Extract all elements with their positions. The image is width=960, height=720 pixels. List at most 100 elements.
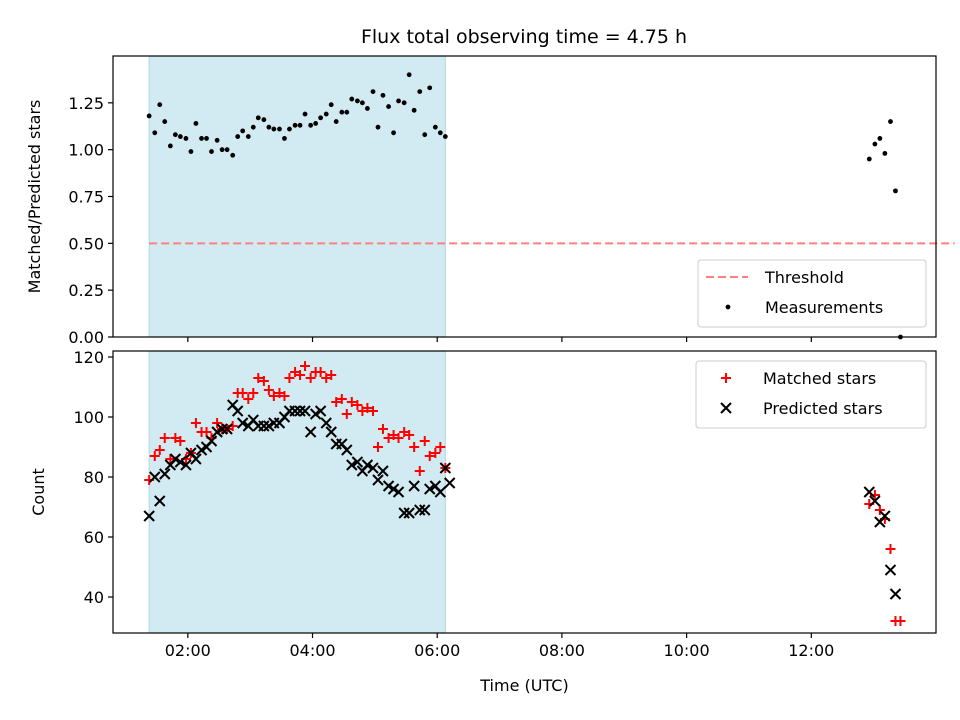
legend-box (697, 259, 927, 328)
measurement-point (302, 111, 308, 117)
y-tick-label: 0.00 (68, 328, 104, 347)
predicted-star-point (879, 510, 891, 522)
measurement-point (188, 149, 194, 154)
measurement-point (250, 124, 256, 130)
measurement-point (333, 119, 339, 124)
measurement-point (266, 124, 272, 130)
measurement-point (146, 113, 152, 119)
measurement-point (401, 100, 407, 106)
predicted-star-point (314, 405, 327, 417)
x-stroke-b (258, 420, 270, 432)
matched-star-point (237, 388, 248, 398)
x-stroke-b (439, 462, 452, 474)
measurement-point (417, 89, 423, 94)
x-stroke-b (434, 486, 447, 498)
measurement-point (240, 128, 246, 134)
x-stroke-b (387, 483, 400, 495)
predicted-star-point (408, 480, 420, 492)
x-stroke-b (424, 483, 436, 495)
predicted-star-point (221, 423, 233, 435)
measurement-point (177, 134, 183, 139)
predicted-star-point (304, 426, 317, 438)
predicted-star-point (884, 564, 897, 576)
matched-star-point (362, 403, 373, 413)
matched-star-point (248, 388, 259, 398)
x-stroke-b (299, 405, 311, 417)
matched-star-point (331, 397, 342, 407)
matched-star-point (253, 373, 264, 383)
matched-star-point (885, 544, 896, 554)
y-tick-label: 80 (84, 468, 104, 487)
predicted-star-point (434, 486, 447, 498)
x-stroke-b (143, 510, 155, 522)
predicted-star-point (889, 588, 902, 600)
predicted-star-point (341, 444, 353, 456)
measurement-point (427, 85, 433, 91)
measurement-point (297, 122, 303, 128)
x-stroke-b (884, 564, 897, 576)
measurement-point (318, 115, 324, 121)
x-tick-label: 12:00 (788, 641, 834, 660)
measurement-point (877, 136, 883, 141)
measurement-point (172, 132, 178, 138)
y-tick-label: 60 (84, 528, 104, 547)
legend-label: Threshold (764, 268, 844, 287)
measurement-point (183, 136, 189, 141)
measurement-point (313, 121, 319, 126)
legend-matched-swatch (721, 373, 731, 383)
measurement-point (235, 134, 241, 139)
matched-star-point (279, 391, 290, 401)
matched-star-point (190, 418, 201, 428)
predicted-star-point (258, 420, 270, 432)
top-y-axis: 0.00 0.25 0.50 0.75 1.00 1.25 (68, 94, 113, 347)
bottom-axes-frame (112, 350, 937, 634)
x-stroke-b (351, 456, 364, 468)
matched-star-point (409, 442, 420, 452)
x-stroke-b (429, 480, 442, 492)
x-stroke-b (221, 423, 233, 435)
measurement-point (355, 98, 360, 104)
top-y-axis-label: Matched/Predicted stars (25, 100, 44, 294)
top-observing-interval-shade (148, 55, 446, 338)
matched-star-point (300, 361, 311, 371)
predicted-star-point (398, 507, 410, 519)
predicted-star-point (180, 459, 192, 471)
matched-star-point (243, 394, 254, 404)
predicted-star-point (154, 495, 166, 507)
predicted-star-point (320, 417, 332, 429)
x-stroke-b (205, 435, 218, 447)
x-stroke-b (325, 426, 337, 438)
measurement-point (224, 147, 230, 153)
measurement-point (888, 119, 893, 124)
y-tick-label: 1.00 (68, 141, 104, 160)
matched-star-point (159, 433, 170, 443)
x-stroke-b (216, 423, 228, 435)
predicted-star-point (299, 405, 311, 417)
x-stroke-b (289, 405, 301, 417)
top-x-ticks (187, 337, 812, 342)
matched-star-point (874, 505, 885, 515)
predicted-star-point (159, 468, 171, 480)
x-tick-label: 06:00 (414, 641, 460, 660)
measurement-point (287, 126, 292, 132)
matched-star-point (377, 424, 388, 434)
legend-label: Predicted stars (763, 399, 883, 418)
matched-star-point (175, 436, 186, 446)
measurement-point (349, 96, 355, 102)
measurement-point (411, 107, 417, 113)
measurement-point (432, 124, 438, 130)
predicted-star-point (392, 486, 405, 498)
top-panel: 0.00 0.25 0.50 0.75 1.00 1.25 Matched/Predict… (25, 55, 955, 347)
legend-box (695, 360, 927, 429)
predicted-star-point (443, 477, 456, 489)
matched-star-point (149, 451, 160, 461)
matched-star-point (341, 409, 352, 419)
predicted-star-point (294, 405, 306, 417)
matched-star-point (419, 436, 430, 446)
x-stroke-b (336, 438, 348, 450)
measurement-point (271, 126, 277, 132)
bottom-panel: 40 60 80 100 120 02:00 04:00 06:00 08:00 10:00 12… (29, 348, 937, 695)
predicted-star-point (361, 459, 374, 471)
x-stroke-b (294, 405, 306, 417)
matched-star-point (352, 400, 363, 410)
